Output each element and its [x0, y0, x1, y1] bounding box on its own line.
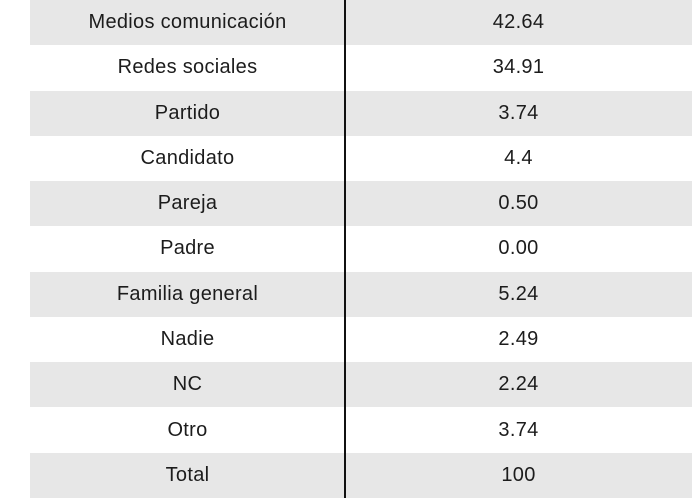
- row-label: Pareja: [157, 192, 218, 215]
- row-label: Otro: [167, 418, 208, 441]
- table-row: Pareja 0.50: [30, 181, 692, 227]
- row-label: Nadie: [160, 327, 215, 350]
- row-value: 4.4: [504, 146, 533, 169]
- row-value: 0.50: [498, 192, 539, 215]
- table-row: NC 2.24: [30, 362, 692, 408]
- row-value: 5.24: [498, 282, 539, 305]
- table-row: Partido 3.74: [30, 90, 692, 136]
- column-divider: [344, 0, 346, 498]
- row-label: Candidato: [140, 146, 235, 169]
- row-label: Total: [165, 463, 210, 486]
- row-value: 100: [501, 463, 536, 486]
- row-value: 42.64: [492, 11, 545, 34]
- row-value: 2.24: [498, 373, 539, 396]
- row-value: 3.74: [498, 418, 539, 441]
- row-label: Padre: [160, 237, 215, 260]
- table-row: Redes sociales 34.91: [30, 45, 692, 90]
- table-row: Padre 0.00: [30, 226, 692, 271]
- table-row: Nadie 2.49: [30, 317, 692, 362]
- row-value: 0.00: [498, 237, 539, 260]
- table-row: Total 100: [30, 452, 692, 498]
- table-row: Familia general 5.24: [30, 271, 692, 317]
- row-label: NC: [172, 373, 203, 396]
- row-value: 34.91: [492, 56, 545, 79]
- row-label: Familia general: [116, 282, 259, 305]
- table-row: Otro 3.74: [30, 407, 692, 452]
- row-value: 2.49: [498, 327, 539, 350]
- row-value: 3.74: [498, 101, 539, 124]
- row-label: Redes sociales: [117, 56, 258, 79]
- row-label: Partido: [154, 101, 221, 124]
- table-body: Medios comunicación 42.64 Redes sociales…: [30, 0, 692, 498]
- table-row: Candidato 4.4: [30, 136, 692, 181]
- table-row: Medios comunicación 42.64: [30, 0, 692, 46]
- row-label: Medios comunicación: [88, 11, 287, 34]
